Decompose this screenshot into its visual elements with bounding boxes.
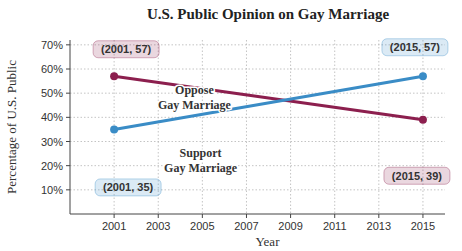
tick (202, 214, 203, 218)
series-label: SupportGay Marriage (164, 146, 238, 175)
y-tick-label: 40% (41, 111, 63, 123)
y-tick-label: 30% (41, 136, 63, 148)
tick (66, 189, 70, 190)
y-tick-label: 50% (41, 87, 63, 99)
annotation: (2015, 39) (384, 167, 450, 184)
grid-line (290, 40, 291, 214)
x-axis-label: Year (256, 234, 281, 249)
point (419, 116, 427, 124)
x-tick-label: 2007 (234, 220, 258, 232)
tick (114, 214, 115, 218)
tick (334, 214, 335, 218)
grid-line (70, 117, 445, 118)
annotation-text: (2015, 39) (392, 170, 442, 182)
x-tick-label: 2003 (146, 220, 170, 232)
grid-line (334, 40, 335, 214)
x-tick-label: 2015 (411, 220, 435, 232)
point (110, 125, 118, 133)
x-tick-label: 2005 (190, 220, 214, 232)
tick (66, 93, 70, 94)
y-tick-label: 70% (41, 39, 63, 51)
x-tick-label: 2001 (102, 220, 126, 232)
grid-line (70, 141, 445, 142)
tick (378, 214, 379, 218)
tick (158, 214, 159, 218)
series-label: OpposeGay Marriage (158, 83, 232, 112)
x-tick-label: 2009 (278, 220, 302, 232)
x-tick-label: 2011 (323, 220, 347, 232)
annotation: (2001, 35) (95, 179, 161, 196)
y-axis (70, 40, 71, 214)
title: U.S. Public Opinion on Gay Marriage (147, 6, 389, 22)
annotation-box (93, 41, 159, 58)
tick (66, 141, 70, 142)
series-label-line: Gay Marriage (158, 98, 232, 112)
annotation-text: (2015, 57) (390, 41, 440, 53)
tick (66, 117, 70, 118)
tick (290, 214, 291, 218)
point (110, 72, 118, 80)
tick (246, 214, 247, 218)
grid-line (70, 93, 445, 94)
series-line (114, 76, 423, 129)
y-tick-label: 20% (41, 160, 63, 172)
annotation-text: (2001, 35) (103, 181, 153, 193)
y-axis-label: Percentage of U.S. Public (4, 60, 19, 194)
grid-line (246, 40, 247, 214)
annotation: (2015, 57) (382, 39, 448, 56)
grid-line (422, 40, 423, 214)
point (419, 72, 427, 80)
annotation: (2001, 57) (93, 41, 159, 58)
tick (422, 214, 423, 218)
grid-line (70, 165, 445, 166)
y-tick-label: 10% (41, 184, 63, 196)
chart: U.S. Public Opinion on Gay Marriage 10% 20… (0, 0, 462, 251)
annotation-box (384, 167, 450, 184)
series-label-line: Gay Marriage (164, 161, 238, 175)
tick (66, 165, 70, 166)
annotation-box (95, 179, 161, 196)
plot-marks (110, 72, 427, 133)
grid-line (202, 40, 203, 214)
y-tick-label: 60% (41, 63, 63, 75)
tick (66, 69, 70, 70)
series-label-line: Support (180, 146, 222, 160)
annotation-text: (2001, 57) (101, 43, 151, 55)
grid-line (70, 69, 445, 70)
tick (66, 44, 70, 45)
series-label-line: Oppose (175, 83, 214, 97)
annotation-box (382, 39, 448, 56)
grid-line (378, 40, 379, 214)
x-axis (70, 214, 445, 215)
x-tick-label: 2013 (367, 220, 391, 232)
